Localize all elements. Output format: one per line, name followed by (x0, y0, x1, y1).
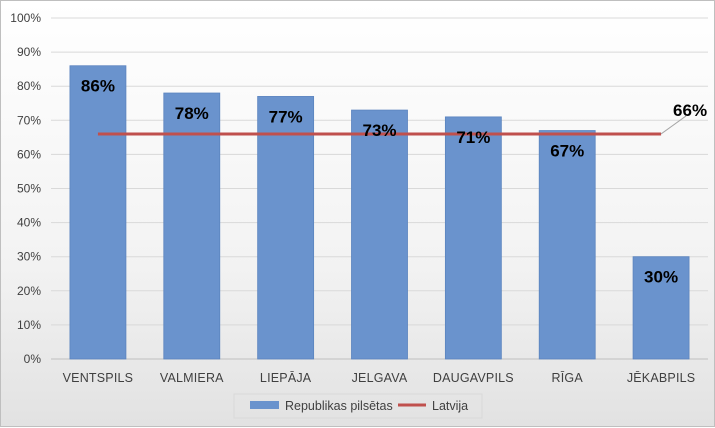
y-tick-label: 80% (17, 79, 41, 93)
y-tick-label: 100% (10, 11, 41, 25)
y-tick-label: 0% (24, 352, 42, 366)
category-label: DAUGAVPILS (433, 371, 514, 385)
bar (163, 92, 221, 360)
bar (257, 96, 315, 360)
category-label: VENTSPILS (63, 371, 134, 385)
bar-data-label: 71% (456, 128, 490, 147)
category-label: LIEPĀJA (260, 371, 312, 385)
bar (351, 109, 408, 360)
x-axis-categories: VENTSPILS VALMIERA LIEPĀJA JELGAVA DAUGAVPIL… (63, 371, 696, 385)
legend: Republikas pilsētas Latvija (233, 393, 483, 419)
y-tick-label: 90% (17, 45, 41, 59)
bar-data-label: 86% (81, 77, 115, 96)
data-labels: 86% 78% 77% 73% 71% 67% 30% 66% (81, 77, 707, 287)
category-label: JELGAVA (352, 371, 408, 385)
bar-data-label: 78% (175, 104, 209, 123)
bar-data-label: 67% (550, 142, 584, 161)
y-tick-label: 10% (17, 318, 41, 332)
y-tick-label: 60% (17, 147, 41, 161)
bar-data-label: 30% (644, 268, 678, 287)
bar (632, 256, 690, 360)
category-label: JĒKABPILS (627, 371, 696, 385)
y-tick-label: 30% (17, 250, 41, 264)
line-label-leader (660, 115, 687, 135)
bar (538, 130, 596, 360)
legend-label-bar: Republikas pilsētas (285, 399, 393, 413)
legend-label-line: Latvija (432, 399, 468, 413)
y-tick-label: 40% (17, 216, 41, 230)
bar (444, 116, 502, 360)
y-axis-ticks: 0% 10% 20% 30% 40% 50% 60% 70% 80% 90% 100% (10, 11, 41, 366)
bars (69, 65, 690, 360)
line-data-label: 66% (673, 101, 707, 120)
category-label: VALMIERA (160, 371, 224, 385)
legend-swatch-bar (250, 401, 279, 409)
line-series (97, 115, 687, 136)
y-tick-label: 20% (17, 284, 41, 298)
y-tick-label: 70% (17, 113, 41, 127)
y-tick-label: 50% (17, 182, 41, 196)
bar (69, 65, 127, 360)
legend-frame (233, 393, 483, 419)
bar-data-label: 73% (362, 121, 396, 140)
bar-data-label: 77% (269, 107, 303, 126)
category-label: RĪGA (552, 371, 584, 385)
